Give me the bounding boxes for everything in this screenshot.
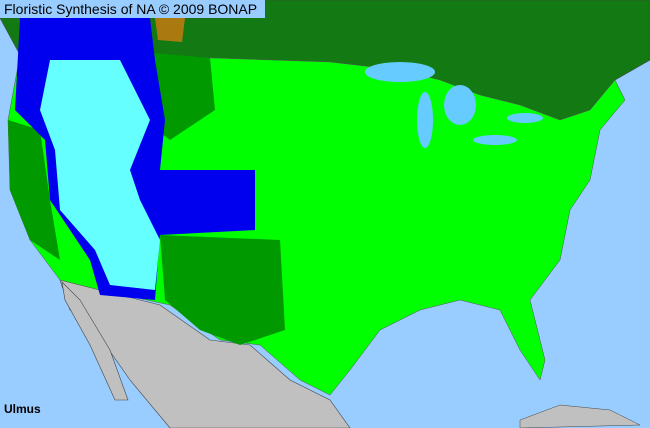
cyan-region	[40, 60, 160, 290]
taxon-label: Ulmus	[4, 402, 41, 416]
baja	[61, 281, 129, 401]
map-title: Floristic Synthesis of NA © 2009 BONAP	[0, 0, 266, 18]
cuba	[519, 404, 641, 428]
native-dark-west	[8, 120, 60, 260]
great-lakes	[365, 62, 543, 148]
brown-region	[155, 18, 185, 42]
native-dark-southwest	[160, 235, 285, 345]
